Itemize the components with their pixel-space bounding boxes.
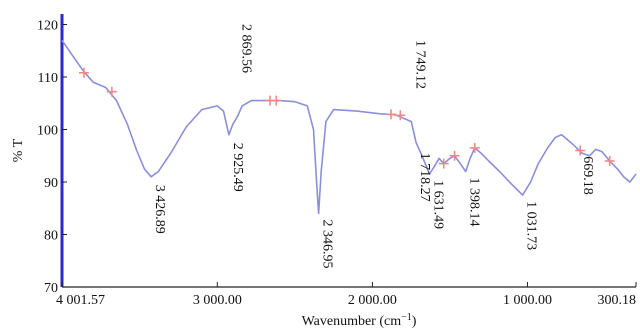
y-tick-label: 120 [37,19,58,34]
x-axis-label-sup: −1 [401,312,412,323]
x-tick-label: 4 001.57 [56,293,105,308]
peak-markers [78,67,615,169]
x-tick-label: 300.18 [598,293,637,308]
peak-label: 1 631.49 [431,180,446,229]
x-tick-label: 2 000.00 [348,293,397,308]
y-tick-label: 110 [38,71,58,86]
series-layer [61,39,637,215]
y-tick-label: 100 [37,124,58,139]
peak-label: 1 398.14 [467,178,482,227]
y-axis-label: % T [11,138,26,162]
peak-label: 1 718.27 [417,153,432,202]
peak-label: 1 031.73 [524,201,539,250]
x-axis-label-main: Wavenumber (cm [302,314,402,329]
peak-label: 669.18 [580,156,595,195]
x-axis-label: Wavenumber (cm−1) [302,312,417,330]
peak-label: 2 346.95 [320,220,335,269]
spectrum-line [61,39,637,215]
peak-label: 2 925.49 [230,143,245,192]
peak-label: 1 749.12 [412,40,427,89]
peak-label: 2 869.56 [239,24,254,73]
y-tick-label: 70 [44,281,58,296]
x-tick-label: 1 000.00 [503,293,552,308]
y-tick-label: 90 [44,176,58,191]
peak-label: 3 426.89 [152,185,167,234]
axes [60,14,636,288]
y-tick-label: 80 [44,229,58,244]
x-tick-label: 3 000.00 [193,293,242,308]
ticks: 70 80 90 100 110 120 4 001.57 3 000.00 2 000.00 1… [37,19,637,308]
x-axis-label-close: ) [412,314,417,329]
peak-labels: 3 426.89 2 925.49 2 869.56 2 346.95 1 749.12… [152,24,595,269]
